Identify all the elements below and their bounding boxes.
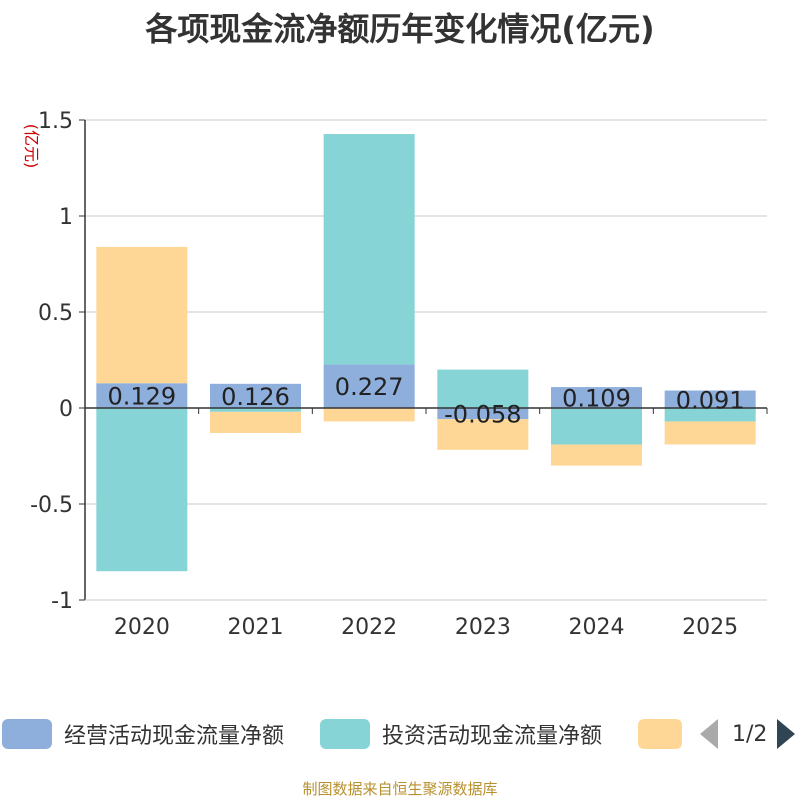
x-tick-label: 2021 — [228, 615, 284, 640]
y-tick-label: 1 — [59, 205, 73, 230]
x-tick-label: 2024 — [569, 615, 625, 640]
bar-series3 — [210, 411, 301, 433]
chart-title: 各项现金流净额历年变化情况(亿元) — [145, 10, 655, 48]
bar-series2 — [551, 408, 642, 445]
bar-series3 — [96, 246, 188, 384]
x-tick-label: 2022 — [341, 615, 397, 640]
legend-item-investing[interactable]: 投资活动现金流量净额 — [320, 716, 602, 752]
data-label: 0.109 — [562, 385, 631, 413]
data-label: -0.058 — [444, 401, 521, 429]
y-tick-label: 1.5 — [38, 109, 73, 134]
y-axis-label: (亿元) — [22, 124, 41, 169]
chart-area: 1.5 1 0.5 0 -0.5 -1 (亿元) 2020 2021 2022 2023 2024 20… — [22, 109, 768, 640]
bar-series2 — [96, 408, 188, 572]
bar-series1 — [210, 383, 301, 408]
bar-series3 — [551, 444, 642, 466]
legend-next-page-icon[interactable] — [777, 719, 796, 749]
x-tick-label: 2023 — [455, 615, 511, 640]
legend: 经营活动现金流量净额 投资活动现金流量净额 1/2 — [0, 716, 800, 752]
legend-item-operating[interactable]: 经营活动现金流量净额 — [2, 716, 284, 752]
legend-prev-page-icon[interactable] — [700, 719, 718, 749]
bar-series3 — [664, 421, 756, 445]
x-tick-label: 2020 — [114, 615, 170, 640]
y-tick-label: 0 — [59, 397, 73, 422]
y-tick-label: -1 — [51, 589, 73, 614]
y-tick-label: 0.5 — [38, 301, 73, 326]
x-tick-label: 2025 — [682, 615, 738, 640]
data-source-note: 制图数据来自恒生聚源数据库 — [302, 780, 498, 798]
bar-series1 — [323, 364, 415, 408]
bar-series3 — [437, 419, 529, 450]
bar-series1 — [437, 408, 529, 420]
y-tick-label: -0.5 — [30, 493, 73, 518]
legend-label-investing: 投资活动现金流量净额 — [382, 724, 603, 749]
legend-item-financing[interactable] — [638, 716, 694, 752]
data-label: 0.091 — [676, 386, 745, 414]
bar-series3 — [323, 408, 415, 422]
legend-pager: 1/2 — [700, 716, 796, 752]
bar-series1 — [664, 390, 756, 408]
legend-page-indicator: 1/2 — [732, 721, 768, 747]
bar-series2 — [664, 408, 756, 422]
legend-swatch-financing — [638, 719, 682, 749]
bar-series1 — [96, 383, 188, 408]
legend-swatch-investing — [320, 719, 370, 749]
bar-series1 — [551, 387, 642, 408]
legend-swatch-operating — [2, 719, 52, 749]
bar-series2 — [210, 408, 301, 412]
legend-label-operating: 经营活动现金流量净额 — [64, 724, 285, 749]
bar-series2 — [437, 369, 529, 408]
data-label: 0.126 — [221, 383, 290, 411]
bar-series2 — [323, 134, 415, 365]
data-label: 0.227 — [335, 373, 404, 401]
data-label: 0.129 — [107, 383, 176, 411]
